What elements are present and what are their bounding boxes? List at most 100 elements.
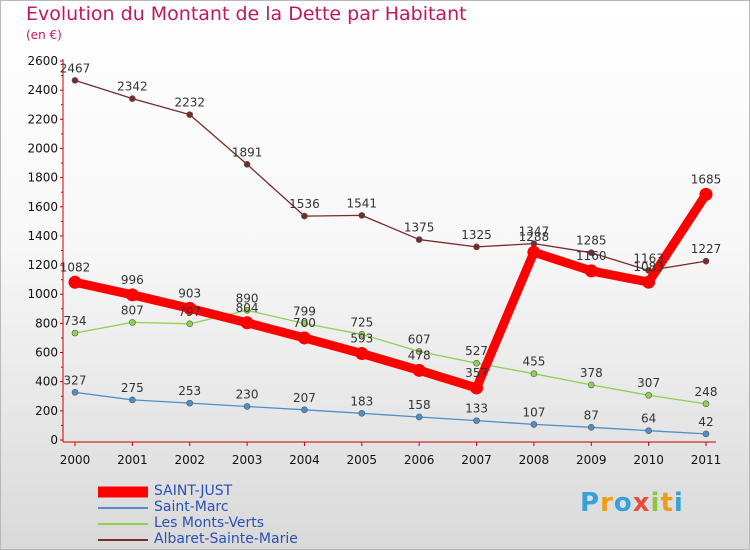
data-label: 1541 bbox=[347, 196, 378, 210]
data-point bbox=[412, 363, 426, 377]
data-label: 593 bbox=[350, 332, 373, 346]
data-point bbox=[645, 391, 652, 399]
data-label: 133 bbox=[465, 402, 488, 416]
data-label: 230 bbox=[236, 387, 259, 401]
data-label: 42 bbox=[698, 415, 713, 429]
legend-swatch bbox=[98, 500, 148, 516]
y-tick-label: 1800 bbox=[27, 171, 58, 185]
y-tick-label: 2200 bbox=[27, 112, 58, 126]
logo-letter: i bbox=[650, 488, 661, 518]
legend-label: Albaret-Sainte-Marie bbox=[154, 531, 298, 547]
y-tick-label: 2600 bbox=[27, 54, 58, 68]
data-label: 700 bbox=[293, 316, 316, 330]
data-label: 527 bbox=[465, 344, 488, 358]
x-tick-label: 2003 bbox=[232, 453, 263, 467]
x-tick-label: 2008 bbox=[519, 453, 550, 467]
data-point bbox=[186, 320, 194, 328]
y-tick-label: 2400 bbox=[27, 83, 58, 97]
legend-item: SAINT-JUST bbox=[98, 483, 358, 500]
data-point bbox=[584, 264, 598, 278]
data-label: 64 bbox=[641, 412, 656, 426]
logo-letter: r bbox=[600, 488, 614, 518]
y-tick-label: 200 bbox=[35, 404, 58, 418]
data-label: 1288 bbox=[519, 230, 550, 244]
data-point bbox=[645, 427, 652, 434]
logo-letter: t bbox=[660, 488, 674, 518]
legend-item: Albaret-Sainte-Marie bbox=[98, 531, 358, 548]
series-line-les-monts-verts bbox=[74, 309, 707, 405]
data-label: 799 bbox=[293, 305, 316, 319]
series-line-saint-just bbox=[70, 189, 711, 393]
data-point bbox=[297, 331, 311, 345]
data-point bbox=[243, 306, 251, 314]
data-point bbox=[699, 187, 713, 201]
data-point bbox=[186, 399, 194, 407]
x-tick-label: 2002 bbox=[174, 453, 205, 467]
data-label: 996 bbox=[121, 273, 144, 287]
legend-label: Les Monts-Verts bbox=[154, 515, 265, 531]
y-tick-label: 1600 bbox=[27, 200, 58, 214]
data-point bbox=[129, 319, 136, 326]
data-point bbox=[473, 417, 480, 424]
data-point bbox=[530, 370, 538, 377]
data-point bbox=[473, 243, 480, 251]
data-label: 1891 bbox=[232, 145, 263, 159]
data-label: 158 bbox=[408, 398, 431, 412]
legend-swatch bbox=[98, 484, 148, 500]
data-point bbox=[358, 410, 366, 417]
data-point bbox=[129, 95, 136, 102]
y-tick-label: 0 bbox=[50, 433, 58, 447]
data-label: 357 bbox=[465, 366, 488, 380]
x-tick-label: 2009 bbox=[576, 453, 607, 467]
data-point bbox=[470, 381, 484, 395]
data-label: 734 bbox=[64, 314, 87, 328]
data-label: 1375 bbox=[404, 221, 435, 235]
data-label: 1163 bbox=[633, 251, 664, 265]
x-tick-label: 2007 bbox=[461, 453, 492, 467]
data-label: 1347 bbox=[519, 225, 550, 239]
data-label: 2467 bbox=[60, 61, 91, 75]
data-label: 890 bbox=[236, 291, 259, 305]
x-tick-label: 2000 bbox=[60, 453, 91, 467]
data-point bbox=[301, 212, 308, 220]
x-tick-label: 2005 bbox=[347, 453, 378, 467]
data-label: 2342 bbox=[117, 80, 148, 94]
data-label: 1285 bbox=[576, 234, 607, 248]
data-point bbox=[358, 331, 366, 338]
series-line-albaret-sainte-marie bbox=[74, 79, 707, 272]
legend-item: Saint-Marc bbox=[98, 499, 358, 516]
legend-swatch bbox=[98, 516, 148, 532]
data-point bbox=[415, 413, 423, 421]
logo-letter: o bbox=[613, 488, 633, 518]
data-point bbox=[530, 421, 538, 428]
data-label: 1083 bbox=[633, 260, 664, 274]
y-tick-label: 800 bbox=[35, 316, 58, 330]
data-point bbox=[473, 359, 480, 367]
chart-legend: SAINT-JUST Saint-Marc Les Monts-Verts Albar… bbox=[98, 483, 358, 548]
data-label: 1685 bbox=[691, 172, 722, 186]
x-tick-label: 2004 bbox=[289, 453, 320, 467]
data-label: 797 bbox=[178, 305, 201, 319]
x-tick-label: 2011 bbox=[691, 453, 722, 467]
data-point bbox=[702, 257, 710, 265]
data-point bbox=[415, 348, 423, 355]
legend-label: Saint-Marc bbox=[154, 499, 229, 515]
data-point bbox=[355, 347, 369, 361]
data-point bbox=[125, 288, 139, 302]
data-label: 307 bbox=[637, 376, 660, 390]
data-label: 1227 bbox=[691, 242, 722, 256]
data-point bbox=[240, 316, 254, 330]
proxiti-logo: Proxiti bbox=[580, 488, 684, 518]
data-point bbox=[183, 301, 197, 315]
data-label: 607 bbox=[408, 333, 431, 347]
data-point bbox=[527, 245, 541, 259]
data-label: 327 bbox=[64, 373, 87, 387]
data-label: 87 bbox=[584, 408, 599, 422]
y-tick-label: 1400 bbox=[27, 229, 58, 243]
data-label: 248 bbox=[695, 385, 718, 399]
chart-title: Evolution du Montant de la Dette par Hab… bbox=[26, 3, 467, 25]
data-point bbox=[71, 329, 79, 337]
data-label: 804 bbox=[236, 301, 259, 315]
data-point bbox=[68, 275, 82, 289]
chart-subtitle: (en €) bbox=[26, 28, 62, 42]
